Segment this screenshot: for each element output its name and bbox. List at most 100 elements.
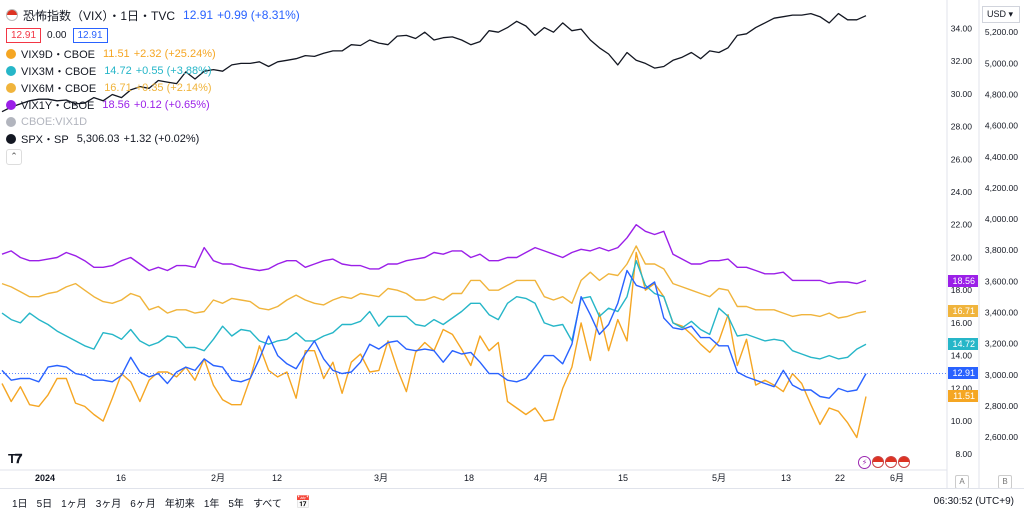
event-markers: ⚡ <box>858 456 910 469</box>
left-axis-tick: 34.00 <box>951 23 973 33</box>
us-event-icon[interactable] <box>885 456 897 468</box>
left-axis-tick: 24.00 <box>951 187 973 197</box>
last-value-badge: 16.71 <box>948 305 978 318</box>
left-axis-tick: 10.00 <box>951 416 973 426</box>
timeframe-button[interactable]: 5年 <box>228 498 244 510</box>
left-axis-tick: 12.00 <box>951 383 973 393</box>
series-line-vix1y[interactable] <box>1 223 867 285</box>
left-axis-tick: 26.00 <box>951 154 973 164</box>
right-axis-tick: 4,000.00 <box>985 214 1018 224</box>
time-axis-tick: 16 <box>116 473 126 483</box>
legend-change: +0.55 (+3.88%) <box>135 65 212 77</box>
main-symbol-row[interactable]: 恐怖指数（VIX）・1日・TVC 12.91 +0.99 (+8.31%) <box>6 6 300 24</box>
legend-item[interactable]: VIX6M・CBOE 16.71 +0.35 (+2.14%) <box>6 81 300 95</box>
legend-eye-icon[interactable] <box>6 117 16 127</box>
right-axis-tick: 5,200.00 <box>985 27 1018 37</box>
timeframe-button[interactable]: 1日 <box>12 498 28 510</box>
last-value-badge: 11.51 <box>948 390 978 403</box>
timeframe-button[interactable]: 5日 <box>36 498 53 510</box>
currency-selector[interactable]: USD ▾ <box>982 6 1020 23</box>
time-axis-tick: 3月 <box>374 473 388 483</box>
currency-label: USD <box>987 9 1007 19</box>
legend-item[interactable]: VIX9D・CBOE 11.51 +2.32 (+25.24%) <box>6 47 300 61</box>
timeframe-button[interactable]: 1ヶ月 <box>61 498 87 510</box>
last-value-badge: 18.56 <box>948 275 978 288</box>
right-axis-tick: 4,200.00 <box>985 183 1018 193</box>
time-axis-tick: 12 <box>272 473 282 483</box>
legend-item[interactable]: SPX・SP 5,306.03 +1.32 (+0.02%) <box>6 132 300 146</box>
bolt-icon[interactable]: ⚡ <box>858 456 871 469</box>
legend-name: VIX3M・CBOE <box>21 66 97 78</box>
left-axis-tick: 20.00 <box>951 252 973 262</box>
time-axis-tick: 18 <box>464 473 474 483</box>
right-axis-tick: 4,800.00 <box>985 90 1018 100</box>
series-line-vix3m[interactable] <box>1 260 867 360</box>
timeframe-button[interactable]: すべて <box>252 498 282 510</box>
time-axis-tick: 4月 <box>534 473 548 483</box>
legend-name: VIX9D・CBOE <box>21 49 95 61</box>
legend-value: 16.71 <box>104 82 132 94</box>
collapse-legend-icon[interactable]: ⌃ <box>6 149 22 165</box>
right-axis-tick: 3,600.00 <box>985 276 1018 286</box>
legend-change: +0.12 (+0.65%) <box>133 99 210 111</box>
left-axis-tick: 28.00 <box>951 122 973 132</box>
left-price-axis: 34.00 32.00 30.00 28.00 26.00 24.00 22.00 20.00… <box>951 23 973 458</box>
right-scale-label[interactable]: B <box>998 475 1012 489</box>
left-axis-tick: 22.00 <box>951 220 973 230</box>
main-symbol-price: 12.91 <box>183 8 214 22</box>
calendar-icon[interactable]: 📅 <box>295 495 311 509</box>
time-axis-tick: 5月 <box>712 473 726 483</box>
right-axis-tick: 3,800.00 <box>985 245 1018 255</box>
right-axis-tick: 3,200.00 <box>985 339 1018 349</box>
legend-eye-icon[interactable] <box>6 66 16 76</box>
clock[interactable]: 06:30:52 (UTC+9) <box>933 496 1014 507</box>
bottom-toolbar: 1日 5日 1ヶ月 3ヶ月 6ヶ月 年初来 1年 5年 すべて 📅 06:30:52 (UTC+… <box>0 488 1024 515</box>
left-axis-tick: 16.00 <box>951 318 973 328</box>
time-axis-tick: 22 <box>835 473 845 483</box>
legend-name: CBOE:VIX1D <box>21 116 88 128</box>
us-event-icon[interactable] <box>872 456 884 468</box>
time-axis-tick: 13 <box>781 473 791 483</box>
legend-change: +0.35 (+2.14%) <box>135 82 212 94</box>
left-axis-tick: 18.00 <box>951 285 973 295</box>
legend-eye-icon[interactable] <box>6 49 16 59</box>
legend-item[interactable]: VIX3M・CBOE 14.72 +0.55 (+3.88%) <box>6 64 300 78</box>
timeframe-button[interactable]: 6ヶ月 <box>130 498 156 510</box>
buy-button[interactable]: 12.91 <box>72 27 108 43</box>
timeframe-button[interactable]: 年初来 <box>164 498 195 510</box>
left-scale-label[interactable]: A <box>955 475 969 489</box>
time-axis-tick: 6月 <box>890 473 904 483</box>
legend-eye-icon[interactable] <box>6 100 16 110</box>
left-axis-tick: 14.00 <box>951 351 973 361</box>
series-line-vix9d[interactable] <box>1 251 867 439</box>
timeframe-button[interactable]: 1年 <box>203 498 220 510</box>
time-axis-tick: 15 <box>618 473 628 483</box>
left-axis-tick: 32.00 <box>951 56 973 66</box>
series-line-vix[interactable] <box>1 269 867 399</box>
us-event-icon[interactable] <box>898 456 910 468</box>
price-chart[interactable]: 34.00 32.00 30.00 28.00 26.00 24.00 22.00 20.00… <box>0 0 1024 488</box>
legend-value: 5,306.03 <box>76 133 120 145</box>
legend-item[interactable]: VIX1Y・CBOE 18.56 +0.12 (+0.65%) <box>6 98 300 112</box>
time-axis-tick: 2月 <box>211 473 225 483</box>
overlay-legend-list: VIX9D・CBOE 11.51 +2.32 (+25.24%) VIX3M・CBOE… <box>6 47 300 146</box>
legend-eye-icon[interactable] <box>6 83 16 93</box>
last-value-badge: 12.91 <box>948 367 978 380</box>
legend-name: VIX6M・CBOE <box>21 83 97 95</box>
tradingview-logo-icon: T𝟕 <box>8 451 22 466</box>
sell-button[interactable]: 12.91 <box>6 27 42 43</box>
main-symbol-title[interactable]: 恐怖指数（VIX）・1日・TVC <box>23 8 176 23</box>
legend-item[interactable]: CBOE:VIX1D <box>6 115 300 129</box>
right-axis-tick: 3,400.00 <box>985 308 1018 318</box>
timeframe-button[interactable]: 3ヶ月 <box>95 498 122 510</box>
legend-eye-icon[interactable] <box>6 134 16 144</box>
right-axis-tick: 5,000.00 <box>985 58 1018 68</box>
spread-value: 0.00 <box>47 29 67 41</box>
us-flag-icon <box>6 9 18 21</box>
series-line-spx[interactable] <box>1 12 867 113</box>
time-axis: 2024 16 2月 12 3月 18 4月 15 5月 13 22 6月 <box>35 473 904 483</box>
series-line-vix6m[interactable] <box>1 245 867 319</box>
right-axis-tick: 4,600.00 <box>985 121 1018 131</box>
legend-name: SPX・SP <box>21 134 69 146</box>
timeframe-list: 1日 5日 1ヶ月 3ヶ月 6ヶ月 年初来 1年 5年 すべて <box>0 495 282 510</box>
